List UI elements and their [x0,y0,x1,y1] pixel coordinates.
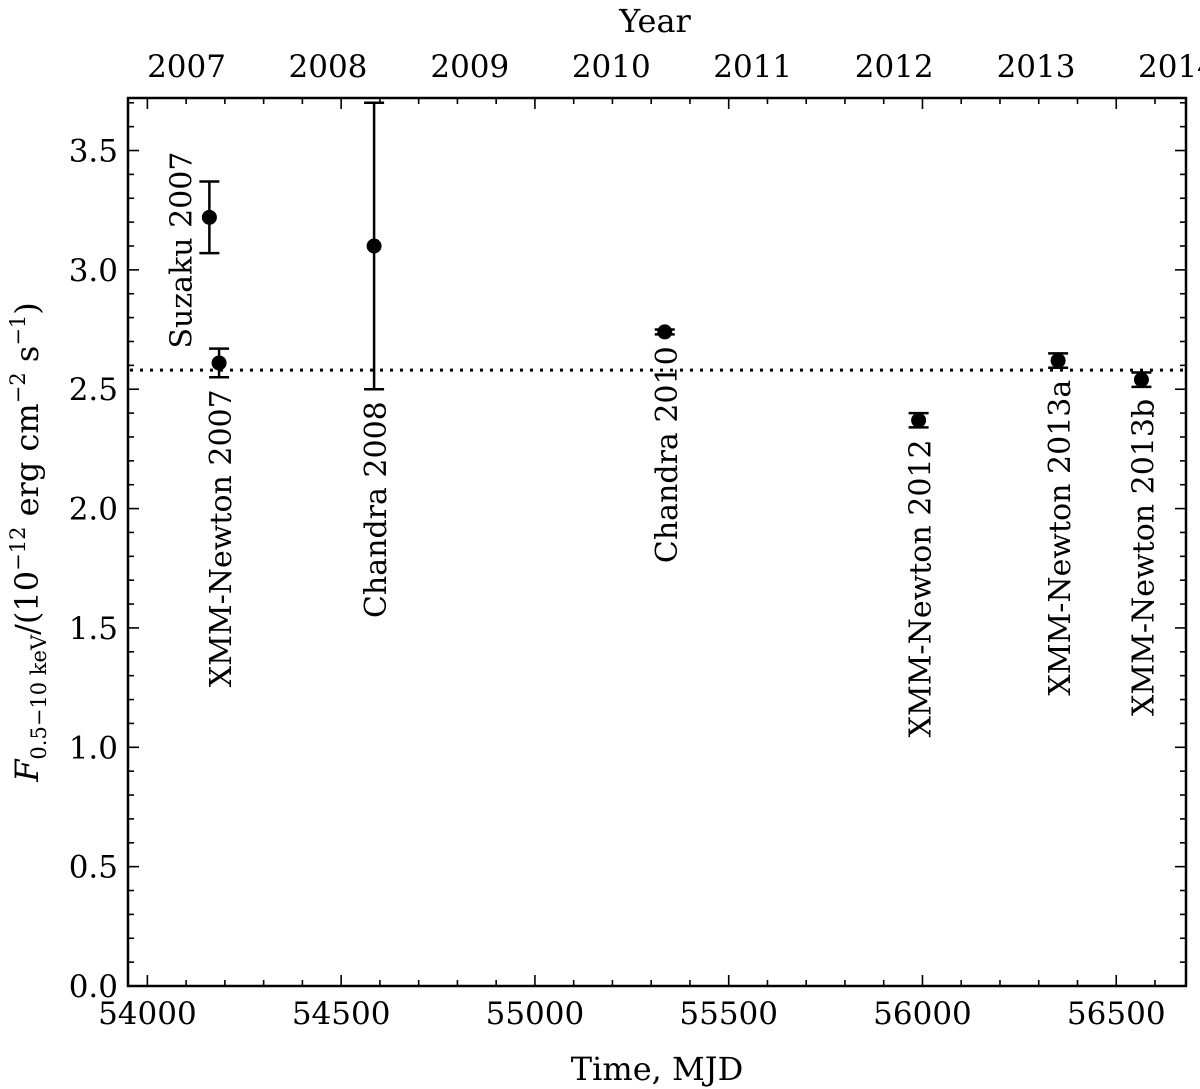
x-tick-label: 55000 [486,996,585,1032]
y-tick-label: 0.5 [69,850,118,886]
observation-labels: Suzaku 2007 XMM-Newton 2007 Chandra 2008 Ch… [164,152,1161,738]
year-tick-label: 2009 [430,49,509,85]
plot-frame [126,96,1188,988]
y-tick-label: 1.0 [69,730,118,766]
data-point [1133,372,1149,388]
y-axis-exp-3: −1 [6,315,30,346]
data-point [211,355,227,371]
point-label: Chandra 2008 [359,401,394,618]
y-axis-text-2: erg cm [8,403,46,526]
y-tick-label: 3.0 [69,253,118,289]
data-point [657,324,673,340]
y-tick-label: 1.5 [69,611,118,647]
point-label: XMM-Newton 2013a [1043,380,1078,696]
year-tick-label: 2012 [855,49,934,85]
year-axis-title: Year [618,2,691,40]
point-label: XMM-Newton 2013b [1126,399,1161,716]
year-tick-label: 2011 [713,49,792,85]
point-label: Chandra 2010 [650,346,685,563]
y-axis-title: F0.5−10 keV/(10−12 erg cm−2 s−1) [6,302,51,783]
x-tick-label: 56000 [873,996,972,1032]
data-points [199,101,1152,429]
point-label: XMM-Newton 2012 [904,439,939,737]
x-tick-label: 54000 [98,996,197,1032]
y-axis-text-4: ) [8,302,46,314]
x-axis: 54000 54500 55000 55500 56000 56500 [98,98,1166,1032]
point-label: XMM-Newton 2007 [204,389,239,687]
data-point [911,412,927,428]
y-axis-exp-2: −2 [6,372,30,403]
data-point [1050,353,1066,369]
y-axis-subscript: 0.5−10 keV [27,634,51,760]
year-tick-label: 2008 [289,49,368,85]
y-axis-text-3: s [8,346,46,373]
y-tick-label: 2.0 [69,492,118,528]
year-axis: 2007 2008 2009 2010 2011 2012 2013 2014 [147,49,1200,85]
y-tick-label: 3.5 [69,134,118,170]
point-label: Suzaku 2007 [164,152,199,349]
y-tick-label: 2.5 [69,372,118,408]
y-axis: 0.0 0.5 1.0 1.5 2.0 2.5 3.0 3.5 [69,101,1186,1005]
y-axis-symbol: F [8,758,46,783]
y-axis-exp-1: −12 [6,527,30,571]
data-point [366,238,382,254]
x-tick-label: 55500 [679,996,778,1032]
year-tick-label: 2010 [572,49,651,85]
y-axis-text-1: /(10 [8,571,46,635]
x-axis-title: Time, MJD [571,1050,743,1088]
y-tick-label: 0.0 [69,969,118,1005]
year-tick-label: 2007 [147,49,226,85]
x-tick-label: 54500 [292,996,391,1032]
year-tick-label: 2013 [997,49,1076,85]
data-point [201,209,217,225]
year-tick-label: 2014 [1138,49,1200,85]
x-tick-label: 56500 [1067,996,1166,1032]
